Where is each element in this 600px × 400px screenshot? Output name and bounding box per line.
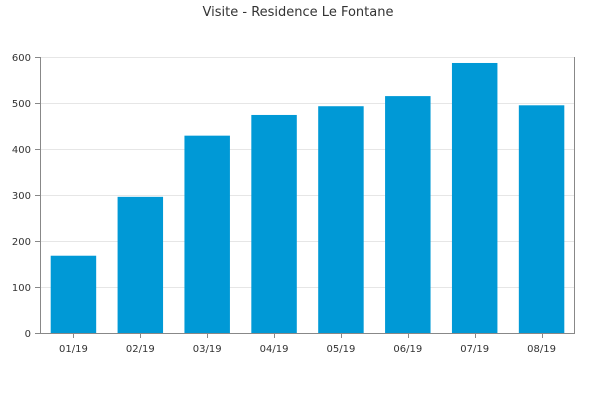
y-tick-label: 0 [25, 329, 31, 340]
chart-title: Visite - Residence Le Fontane [203, 5, 394, 20]
y-tick-label: 500 [12, 99, 31, 110]
bar-04-19 [251, 114, 297, 334]
x-axis-labels: 01/19 02/19 03/19 04/19 05/19 06/19 07/19 08/19 [59, 344, 556, 355]
x-tick-label: 07/19 [460, 344, 489, 355]
x-tick-label: 05/19 [327, 344, 356, 355]
y-tick-label: 100 [12, 283, 31, 294]
bars-layer [50, 62, 565, 334]
bar-02-19 [117, 196, 164, 333]
bar-05-19 [318, 106, 364, 333]
y-tick-label: 300 [12, 191, 31, 202]
bar-07-19 [451, 62, 498, 333]
x-tick-label: 08/19 [527, 344, 556, 355]
y-tick-label: 600 [12, 53, 31, 64]
y-tick-label: 200 [12, 237, 31, 248]
x-tick-label: 03/19 [193, 344, 222, 355]
bar-08-19 [518, 105, 565, 333]
x-tick-label: 06/19 [393, 344, 422, 355]
x-tick-label: 02/19 [126, 344, 155, 355]
y-tick-label: 400 [12, 145, 31, 156]
bar-03-19 [184, 135, 230, 333]
bar-06-19 [385, 96, 431, 333]
x-tick-label: 04/19 [260, 344, 289, 355]
axes-layer [35, 57, 575, 338]
x-tick-label: 01/19 [59, 344, 88, 355]
bar-01-19 [50, 255, 97, 333]
y-axis-labels: 0 100 200 300 400 500 600 [12, 53, 31, 340]
